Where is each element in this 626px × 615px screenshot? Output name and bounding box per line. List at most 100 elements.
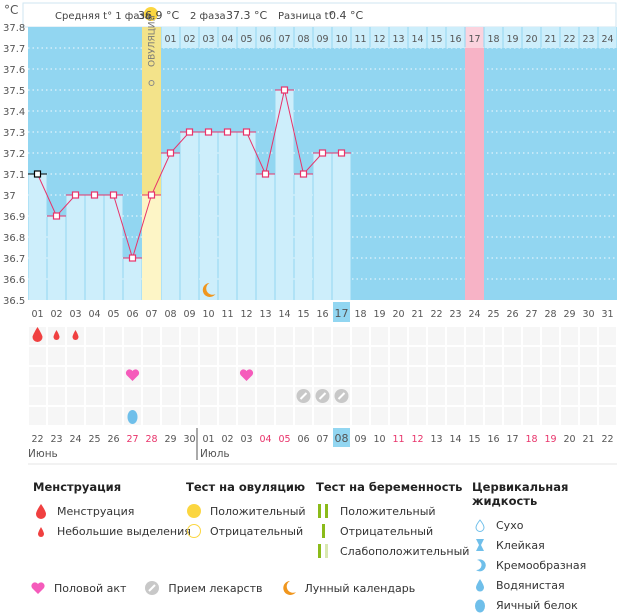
marker-cell	[371, 347, 388, 365]
legend-label: Яичный белок	[496, 598, 578, 612]
marker-cell	[485, 327, 502, 345]
cycle-day-label: 19	[373, 309, 385, 320]
phase2-day-cell	[522, 27, 541, 48]
pill-icon-stripe	[337, 392, 346, 400]
phase2-day-label: 19	[506, 34, 518, 45]
cycle-day-label: 22	[430, 309, 442, 320]
legend-label: Отрицательный	[210, 524, 304, 538]
ovulation-label: ОВУЛЯЦИЯ	[148, 15, 158, 67]
positive-circle-icon	[187, 504, 201, 518]
cycle-day-label: 26	[506, 309, 518, 320]
temperature-bar	[332, 153, 351, 300]
marker-cell	[561, 407, 578, 425]
legend-ovulation-test: Тест на овуляцию Положительный Отрицател…	[186, 480, 306, 541]
small-drop-icon	[38, 527, 44, 537]
marker-cell	[105, 407, 122, 425]
y-tick-label: 36.8	[3, 233, 25, 244]
blood-drop-icon	[32, 327, 43, 342]
marker-cell	[485, 387, 502, 405]
marker-cell	[143, 347, 160, 365]
marker-cell	[276, 387, 293, 405]
marker-cell	[295, 327, 312, 345]
y-tick-label: 37.7	[3, 44, 25, 55]
marker-cell	[542, 347, 559, 365]
legend-menstruation: Менструация Менструация Небольшие выделе…	[33, 480, 191, 541]
heart-icon	[239, 369, 254, 381]
calendar-date-label: 13	[430, 434, 442, 445]
marker-cell	[599, 367, 616, 385]
marker-cell	[295, 407, 312, 425]
marker-cell	[105, 327, 122, 345]
legend-title: Тест на беременность	[316, 480, 463, 494]
marker-cell	[257, 387, 274, 405]
marker-cell	[371, 407, 388, 425]
diff-value: 0.4 °C	[329, 9, 363, 22]
phase2-day-label: 02	[183, 34, 195, 45]
marker-cell	[238, 347, 255, 365]
legend-label: Водянистая	[496, 578, 565, 592]
y-tick-label: 37	[3, 191, 16, 202]
cycle-day-label: 24	[468, 309, 480, 320]
cycle-day-label: 27	[525, 309, 537, 320]
phase2-day-cell	[275, 27, 294, 48]
marker-cell	[580, 367, 597, 385]
temperature-point	[128, 254, 137, 262]
phase2-day-cell	[237, 27, 256, 48]
cycle-day-label: 05	[107, 309, 119, 320]
temperature-bar	[66, 195, 85, 300]
marker-cell	[485, 347, 502, 365]
calendar-date-label: 23	[50, 434, 62, 445]
legend-label: Отрицательный	[340, 524, 434, 538]
marker-cell	[599, 407, 616, 425]
cycle-day-label: 04	[88, 309, 100, 320]
header-box	[22, 2, 617, 28]
phase2-day-cell	[446, 27, 465, 48]
legend-label: Менструация	[57, 504, 135, 518]
legend-label: Положительный	[210, 504, 306, 518]
temperature-point	[204, 128, 213, 136]
phase2-day-label: 08	[297, 34, 309, 45]
cycle-day-label: 21	[411, 309, 423, 320]
cycle-day-label: 18	[354, 309, 366, 320]
calendar-date-label: 17	[506, 434, 518, 445]
marker-cell	[447, 387, 464, 405]
marker-cell	[428, 327, 445, 345]
phase2-day-cell	[560, 27, 579, 48]
marker-cell	[542, 407, 559, 425]
phase2-day-label: 06	[259, 34, 271, 45]
calendar-date-label: 30	[183, 434, 195, 445]
ovulation-sun-icon	[144, 7, 158, 21]
marker-cell	[352, 367, 369, 385]
temperature-point	[109, 191, 118, 199]
calendar-date-label: 11	[392, 434, 404, 445]
marker-cell	[181, 407, 198, 425]
phase2-day-cell	[313, 27, 332, 48]
marker-cell	[523, 347, 540, 365]
phase2-day-cell	[294, 27, 313, 48]
phase2-day-label: 04	[221, 34, 233, 45]
y-tick-label: 36.9	[3, 212, 25, 223]
y-tick-label: 37.1	[3, 170, 25, 181]
calendar-date-label: 05	[278, 434, 290, 445]
marker-cell	[333, 347, 350, 365]
legend-label: Клейкая	[496, 538, 545, 552]
marker-cell	[143, 327, 160, 345]
y-tick-label: 37.5	[3, 86, 25, 97]
legend-item: Слабоположительный	[316, 541, 469, 561]
legend-item: Половой акт	[30, 578, 126, 598]
temperature-point	[52, 212, 61, 220]
temperature-bar	[294, 174, 313, 300]
cycle-day-label: 17	[335, 307, 349, 320]
temperature-point	[147, 191, 156, 199]
temperature-bar	[313, 153, 332, 300]
marker-cell	[29, 407, 46, 425]
marker-cell	[200, 327, 217, 345]
legend-item: Клейкая	[472, 535, 626, 555]
moon-icon	[282, 581, 296, 595]
marker-cell	[580, 407, 597, 425]
legend-pregnancy-test: Тест на беременность Положительный Отриц…	[316, 480, 469, 561]
legend-label: Половой акт	[54, 581, 127, 595]
marker-cell	[276, 407, 293, 425]
marker-cell	[124, 327, 141, 345]
